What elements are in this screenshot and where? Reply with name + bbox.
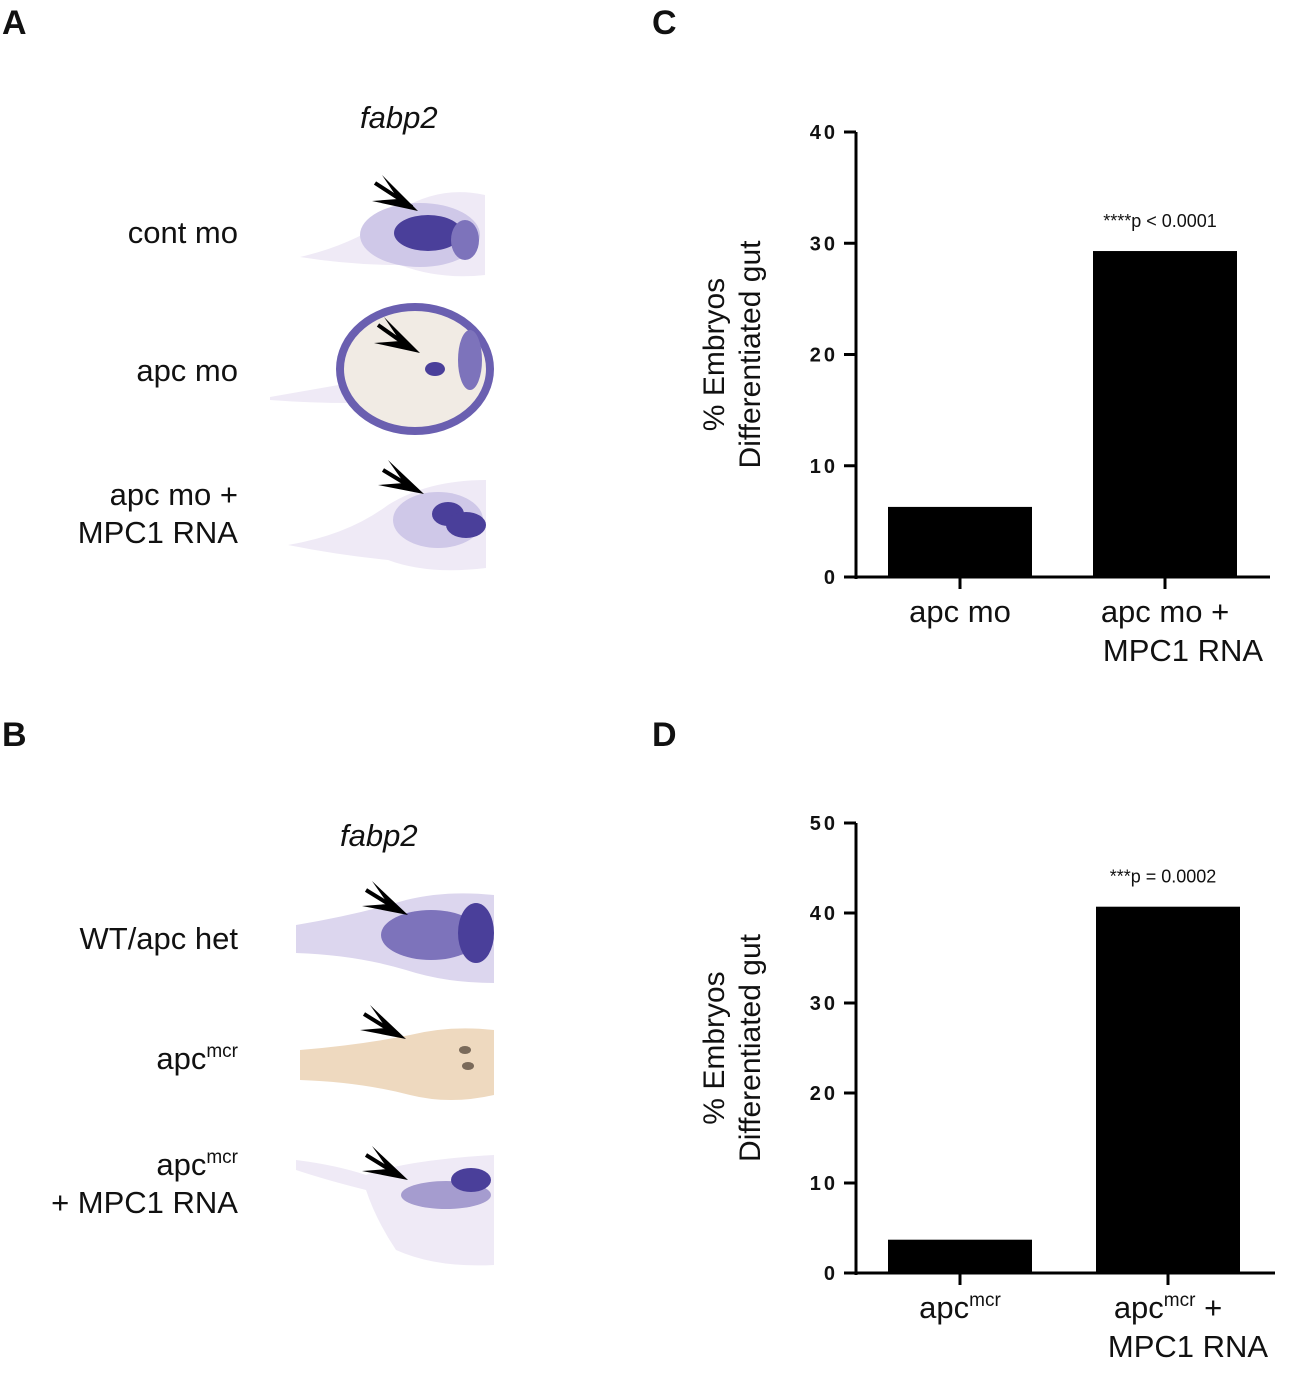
embryo-image-cont-mo: [300, 175, 485, 277]
y-axis-label-line1: % Embryos: [698, 278, 731, 431]
embryo-image-apc-mcr: [300, 1005, 494, 1100]
row-label-line: apcmcr: [156, 1040, 238, 1078]
arrow-icon: [372, 175, 418, 211]
arrow-icon: [378, 460, 424, 494]
arrow-icon: [360, 1005, 406, 1039]
panel-label-a: A: [2, 4, 27, 42]
panel-label-d: D: [652, 716, 677, 754]
y-axis-label-line2: Differentiated gut: [734, 240, 767, 469]
row-label-apc-mcr-mpc1: apcmcr + MPC1 RNA: [51, 1146, 238, 1222]
x-category-label: apc mo: [909, 594, 1011, 629]
arrow-icon: [362, 1146, 408, 1180]
x-category-text: apc mo +: [1101, 594, 1229, 629]
row-label-superscript: mcr: [206, 1147, 238, 1168]
panel-label-c: C: [652, 4, 677, 42]
y-tick-label: 10: [810, 456, 838, 478]
embryo-image-apc-mcr-mpc1: [296, 1146, 494, 1266]
x-category-superscript: mcr: [969, 1290, 1001, 1311]
bar: [1093, 251, 1237, 577]
x-category-superscript: mcr: [1164, 1290, 1196, 1311]
row-label-line2: MPC1 RNA: [77, 515, 238, 550]
y-axis-label-line2: Differentiated gut: [734, 933, 767, 1162]
bar: [888, 506, 1032, 577]
arrow-icon: [362, 881, 408, 915]
bar: [1096, 906, 1240, 1273]
arrow-icon: [374, 317, 420, 353]
row-label-cont-mo: cont mo: [128, 214, 238, 252]
y-axis-label: % Embryos Differentiated gut: [698, 240, 767, 469]
y-tick-label: 50: [810, 813, 838, 835]
significance-annotation: ****p < 0.0001: [1103, 211, 1217, 231]
row-label-text: apc: [156, 1041, 207, 1076]
x-category-label: apcmcr: [919, 1290, 1001, 1325]
row-label-line: apc mo +: [109, 477, 238, 512]
x-category-label-line2: MPC1 RNA: [1103, 633, 1264, 668]
embryo-image-apc-mo-mpc1: [288, 460, 486, 571]
row-label-apc-mo: apc mo: [136, 352, 238, 390]
row-label-line2: + MPC1 RNA: [51, 1185, 238, 1220]
y-axis-label: % Embryos Differentiated gut: [698, 933, 767, 1162]
y-tick-label: 0: [824, 567, 838, 589]
row-label-line: apc mo: [136, 353, 238, 388]
y-tick-label: 10: [810, 1173, 838, 1195]
y-tick-label: 30: [810, 993, 838, 1015]
bar: [888, 1239, 1032, 1273]
y-tick-label: 40: [810, 903, 838, 925]
x-category-suffix: +: [1195, 1290, 1222, 1325]
y-tick-label: 0: [824, 1263, 838, 1285]
gene-label-a: fabp2: [360, 100, 438, 135]
x-category-label: apcmcr +: [1114, 1290, 1222, 1325]
panel-label-b: B: [2, 716, 27, 754]
x-category-label-line2: MPC1 RNA: [1108, 1329, 1269, 1364]
x-category-label: apc mo +: [1101, 594, 1229, 629]
row-label-apc-mcr: apcmcr: [156, 1040, 238, 1078]
embryo-image-wt-apc-het: [296, 881, 494, 983]
row-label-line: apcmcr: [51, 1146, 238, 1184]
y-tick-label: 20: [810, 345, 838, 367]
row-label-apc-mo-mpc1: apc mo + MPC1 RNA: [78, 476, 238, 552]
gene-label-b: fabp2: [340, 818, 418, 853]
y-axis-label-line1: % Embryos: [698, 971, 731, 1124]
significance-annotation: ***p = 0.0002: [1110, 867, 1217, 887]
bar-chart-c: 0 10 20 30 40 apc mo apc mo + MPC1 RNA ****p < 0…: [698, 122, 1270, 668]
x-category-text: apc: [1114, 1290, 1164, 1325]
y-tick-label: 30: [810, 233, 838, 255]
row-label-text: apc: [156, 1147, 207, 1182]
x-category-text: apc: [919, 1290, 969, 1325]
row-label-text: WT/apc het: [79, 921, 239, 956]
row-label-wt-apc-het: WT/apc het: [80, 920, 239, 958]
y-tick-label: 20: [810, 1083, 838, 1105]
row-label-superscript: mcr: [206, 1041, 238, 1062]
x-category-text: apc mo: [909, 594, 1011, 629]
row-label-line: cont mo: [127, 215, 238, 250]
row-label-line: WT/apc het: [80, 920, 239, 958]
embryo-image-apc-mo: [270, 303, 494, 435]
y-tick-label: 40: [810, 122, 838, 144]
